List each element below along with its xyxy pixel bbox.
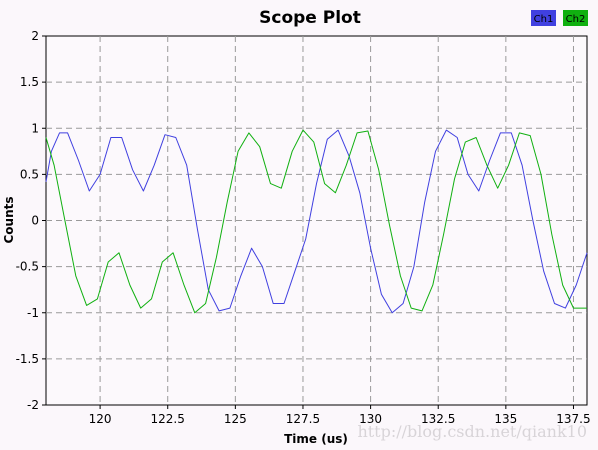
y-tick-label: 0.5 [20, 167, 39, 181]
series-line-ch1 [45, 129, 588, 314]
y-tick-label: -1 [27, 306, 39, 320]
grid-lines [46, 36, 587, 405]
x-tick-label: 127.5 [286, 412, 320, 426]
x-tick-label: 132.5 [421, 412, 455, 426]
watermark: http://blog.csdn.net/qiank10 [357, 422, 587, 441]
legend-swatch-ch1 [531, 10, 556, 26]
y-tick-label: 1.5 [20, 75, 39, 89]
legend-swatch-ch2 [563, 10, 588, 26]
x-axis-label: Time (us) [284, 432, 348, 446]
y-tick-label: -0.5 [16, 260, 39, 274]
x-tick-label: 120 [89, 412, 112, 426]
y-axis-label: Counts [2, 196, 16, 243]
chart-title: Scope Plot [259, 8, 361, 28]
y-tick-label: 1 [31, 121, 39, 135]
legend: Ch1 Ch2 [531, 10, 588, 26]
y-tick-label: 2 [31, 29, 39, 43]
y-tick-label: 0 [31, 214, 39, 228]
series-lines [45, 129, 588, 314]
legend-label-ch1: Ch1 [534, 14, 554, 25]
y-tick-label: -2 [27, 398, 39, 412]
x-axis-ticks: 120 122.5 125 127.5 130 132.5 135 137.5 [89, 405, 591, 426]
x-tick-label: 135 [494, 412, 517, 426]
y-axis-ticks: -2 -1.5 -1 -0.5 0 0.5 1 1.5 2 [16, 29, 46, 412]
x-tick-label: 122.5 [151, 412, 185, 426]
x-tick-label: 137.5 [556, 412, 590, 426]
series-line-ch2 [45, 129, 587, 314]
x-tick-label: 130 [359, 412, 382, 426]
legend-label-ch2: Ch2 [566, 14, 586, 25]
x-tick-label: 125 [224, 412, 247, 426]
y-tick-label: -1.5 [16, 352, 39, 366]
